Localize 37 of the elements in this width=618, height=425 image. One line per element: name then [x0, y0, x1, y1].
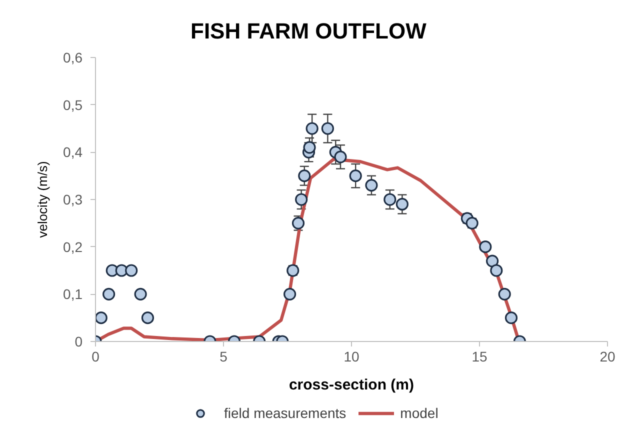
- point: [384, 193, 396, 206]
- y-tick-label: 0,5: [63, 96, 83, 113]
- point: [295, 193, 308, 206]
- chart-title: FISH FARM OUTFLOW: [190, 18, 427, 44]
- point: [102, 288, 116, 300]
- y-tick-label: 0,2: [63, 238, 83, 255]
- y-tick-label: 0,6: [63, 50, 83, 66]
- point: [504, 312, 518, 324]
- point: [125, 264, 138, 277]
- point: [321, 122, 334, 135]
- legend-label: field measurements: [224, 404, 346, 422]
- point: [334, 150, 347, 164]
- x-tick-label: 5: [220, 348, 228, 364]
- x-tick-label: 10: [344, 348, 360, 364]
- legend-label: model: [400, 404, 438, 422]
- point: [486, 254, 499, 268]
- point: [349, 170, 362, 182]
- x-tick-label: 15: [472, 348, 488, 364]
- point: [306, 122, 318, 135]
- point: [284, 288, 296, 300]
- y-tick-label: 0,1: [63, 286, 83, 302]
- point: [96, 312, 108, 324]
- y-tick-label: 0: [74, 334, 83, 350]
- point: [141, 312, 154, 324]
- y-axis-title: velocity (m/s): [35, 161, 50, 238]
- point: [490, 264, 503, 277]
- y-tick-label: 0,4: [63, 144, 83, 160]
- x-tick-label: 20: [600, 348, 616, 364]
- x-axis-title: cross-section (m): [288, 376, 414, 394]
- point: [479, 240, 492, 254]
- point: [365, 179, 378, 192]
- point: [134, 288, 147, 300]
- x-tick-label: 0: [92, 348, 100, 364]
- point: [298, 170, 311, 182]
- y-tick-label: 0,3: [63, 192, 83, 208]
- point: [396, 198, 408, 211]
- point: [498, 288, 511, 300]
